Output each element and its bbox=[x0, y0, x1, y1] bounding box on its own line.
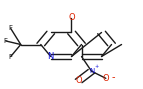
Text: O: O bbox=[75, 76, 82, 86]
Text: F: F bbox=[4, 38, 8, 44]
Text: N: N bbox=[48, 52, 54, 61]
Text: O: O bbox=[68, 13, 75, 22]
Text: +: + bbox=[95, 64, 99, 69]
Text: N: N bbox=[89, 68, 94, 74]
Text: F: F bbox=[9, 25, 13, 32]
Text: O: O bbox=[103, 74, 109, 83]
Text: -: - bbox=[112, 72, 115, 82]
Text: F: F bbox=[9, 53, 13, 60]
